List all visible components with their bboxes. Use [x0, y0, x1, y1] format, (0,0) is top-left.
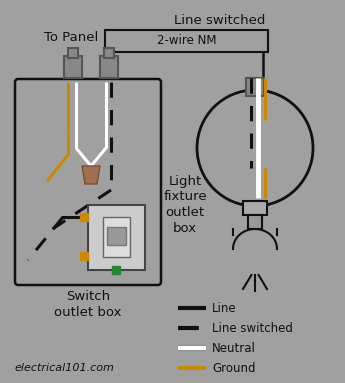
- Bar: [80, 213, 88, 221]
- Bar: [107, 227, 126, 245]
- Text: electrical101.com: electrical101.com: [14, 363, 114, 373]
- Bar: [246, 78, 264, 96]
- Bar: [80, 252, 88, 260]
- Text: 2-wire NM: 2-wire NM: [157, 34, 216, 47]
- Bar: [103, 217, 130, 257]
- Text: Line switched: Line switched: [212, 321, 293, 334]
- Bar: [104, 48, 114, 58]
- Bar: [68, 48, 78, 58]
- Bar: [100, 56, 118, 78]
- Text: To Panel: To Panel: [44, 31, 98, 44]
- Circle shape: [197, 90, 313, 206]
- Text: Line switched: Line switched: [174, 14, 266, 27]
- Bar: [105, 30, 268, 52]
- Text: Neutral: Neutral: [212, 342, 256, 355]
- Bar: [88, 205, 145, 270]
- Bar: [112, 266, 120, 274]
- Text: Line: Line: [212, 301, 237, 314]
- Text: Switch
outlet box: Switch outlet box: [54, 290, 122, 319]
- Text: Light
fixture
outlet
box: Light fixture outlet box: [163, 175, 207, 236]
- Bar: [64, 56, 82, 78]
- Bar: [243, 201, 267, 215]
- Polygon shape: [82, 166, 100, 184]
- Text: Ground: Ground: [212, 362, 256, 375]
- FancyBboxPatch shape: [15, 79, 161, 285]
- Bar: [248, 215, 262, 229]
